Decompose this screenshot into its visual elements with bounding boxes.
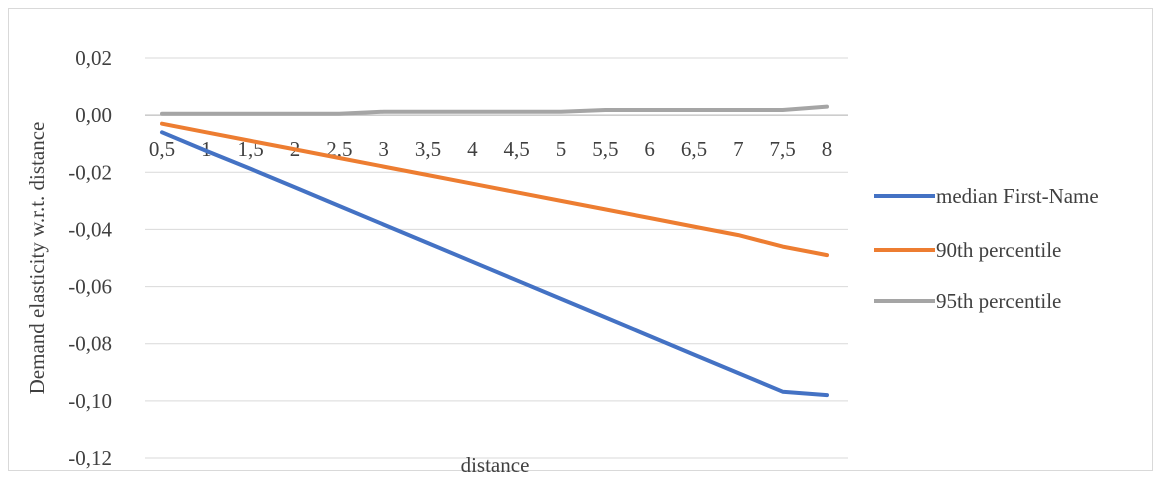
y-axis-ticks: 0,02 0,00 -0,02 -0,04 -0,06 -0,08 -0,10 -0,12 <box>68 46 112 470</box>
legend: median First-Name 90th percentile 95th per… <box>874 184 1099 313</box>
y-axis-title: Demand elasticity w.r.t. distance <box>25 122 49 395</box>
gridlines <box>145 57 848 459</box>
x-tick-label: 8 <box>822 137 833 161</box>
y-tick-label: 0,02 <box>75 46 112 70</box>
legend-label: 90th percentile <box>936 238 1061 262</box>
x-axis-title: distance <box>461 453 530 477</box>
legend-label: median First-Name <box>936 184 1099 208</box>
y-tick-label: -0,12 <box>68 446 112 470</box>
x-tick-label: 5 <box>556 137 567 161</box>
y-tick-label: -0,10 <box>68 389 112 413</box>
x-tick-label: 6 <box>644 137 655 161</box>
x-tick-label: 7,5 <box>770 137 796 161</box>
x-tick-label: 3,5 <box>415 137 441 161</box>
y-tick-label: -0,08 <box>68 332 112 356</box>
y-tick-label: 0,00 <box>75 103 112 127</box>
y-tick-label: -0,04 <box>68 217 112 241</box>
x-tick-label: 7 <box>733 137 744 161</box>
x-tick-label: 0,5 <box>149 137 175 161</box>
series-line-2 <box>160 121 829 258</box>
x-tick-label: 3 <box>378 137 389 161</box>
series-line-1 <box>160 130 829 398</box>
x-tick-label: 6,5 <box>681 137 707 161</box>
x-tick-label: 5,5 <box>592 137 618 161</box>
y-tick-label: -0,06 <box>68 275 112 299</box>
legend-label: 95th percentile <box>936 289 1061 313</box>
x-tick-label: 4,5 <box>504 137 530 161</box>
y-tick-label: -0,02 <box>68 160 112 184</box>
chart-frame <box>8 8 1153 471</box>
x-tick-label: 4 <box>467 137 478 161</box>
series-line-3 <box>160 104 829 116</box>
series-lines <box>160 104 829 398</box>
